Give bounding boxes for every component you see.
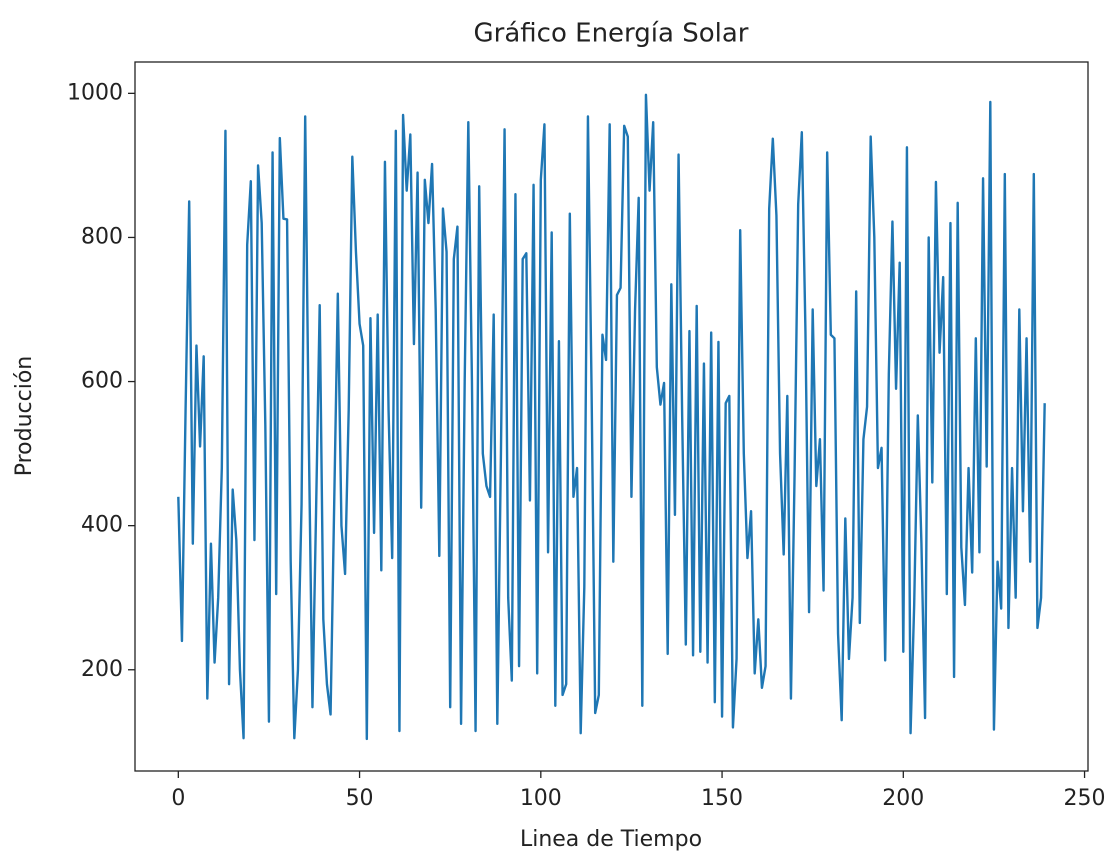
x-tick-label: 200 xyxy=(882,786,924,811)
x-tick-label: 50 xyxy=(346,786,374,811)
x-tick-label: 0 xyxy=(171,786,185,811)
y-tick-label: 1000 xyxy=(67,80,123,105)
chart-title: Gráfico Energía Solar xyxy=(474,19,749,49)
y-tick-label: 600 xyxy=(81,369,123,394)
x-tick-label: 100 xyxy=(520,786,562,811)
y-tick-label: 200 xyxy=(81,657,123,682)
y-tick-label: 400 xyxy=(81,513,123,538)
line-series xyxy=(177,93,1046,741)
x-tick-label: 250 xyxy=(1064,786,1106,811)
y-tick-label: 800 xyxy=(81,224,123,249)
x-tick-label: 150 xyxy=(701,786,743,811)
plot-frame xyxy=(134,61,1089,772)
x-axis-label: Linea de Tiempo xyxy=(520,827,702,852)
y-axis-label: Producción xyxy=(12,356,37,477)
